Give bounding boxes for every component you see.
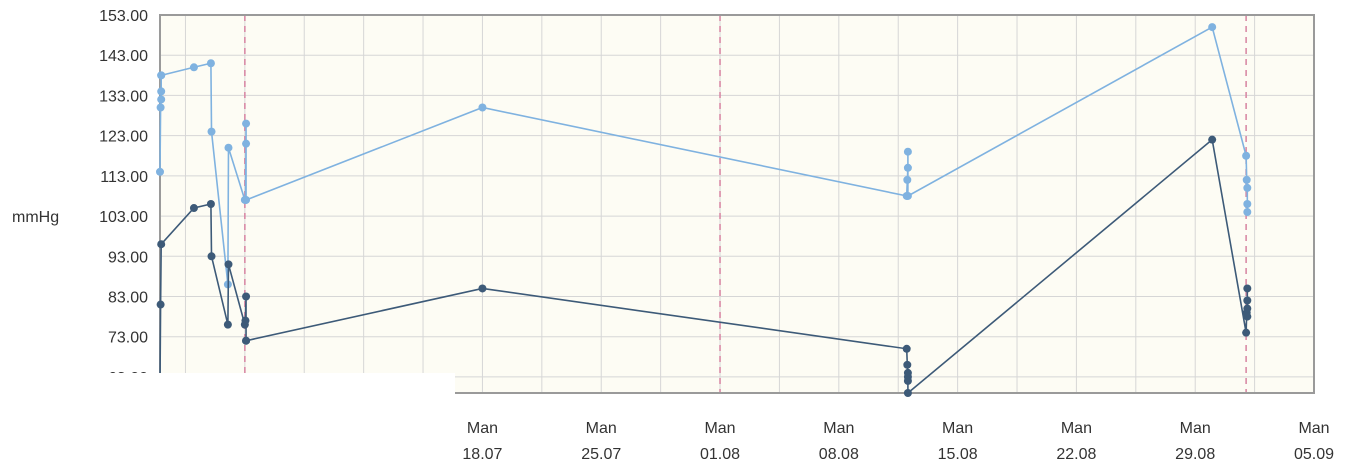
series-0-point[interactable] — [1243, 208, 1252, 217]
x-tick-day: Man — [942, 420, 973, 437]
x-tick-day: Man — [1180, 420, 1211, 437]
series-group — [156, 23, 1252, 397]
y-tick-label: 123.00 — [99, 129, 148, 146]
x-tick-date: 18.07 — [462, 446, 502, 463]
series-0-point[interactable] — [903, 163, 912, 172]
x-tick-day: Man — [823, 420, 854, 437]
x-tick-date: 29.08 — [1175, 446, 1215, 463]
series-0-point[interactable] — [207, 127, 216, 136]
series-1-point[interactable] — [1243, 284, 1252, 293]
series-0-point[interactable] — [903, 175, 912, 184]
series-1-point[interactable] — [242, 292, 251, 301]
y-tick-label: 93.00 — [108, 249, 148, 266]
series-1-point[interactable] — [1243, 296, 1252, 305]
series-1-point[interactable] — [207, 252, 216, 261]
series-0-point[interactable] — [1242, 175, 1251, 184]
series-0-point[interactable] — [1208, 23, 1217, 32]
series-1-point[interactable] — [242, 336, 251, 345]
series-1-point[interactable] — [157, 240, 166, 249]
series-1-point[interactable] — [478, 284, 487, 293]
series-1-point[interactable] — [223, 320, 232, 329]
x-tick-date: 08.08 — [819, 446, 859, 463]
series-1-point[interactable] — [903, 389, 912, 397]
x-tick-date: 15.08 — [938, 446, 978, 463]
series-0-point[interactable] — [903, 147, 912, 156]
series-0-point[interactable] — [1243, 183, 1252, 192]
series-0-point[interactable] — [1243, 200, 1252, 208]
x-tick-date: 01.08 — [700, 446, 740, 463]
plot-frame — [159, 14, 1315, 394]
y-tick-label: 73.00 — [108, 330, 148, 347]
x-tick-day: Man — [1298, 420, 1329, 437]
series-1-point[interactable] — [189, 204, 198, 213]
x-tick-day: Man — [1061, 420, 1092, 437]
series-1-point[interactable] — [156, 300, 165, 309]
y-tick-label: 103.00 — [99, 209, 148, 226]
series-0-point[interactable] — [189, 63, 198, 72]
series-1-point[interactable] — [902, 344, 911, 353]
series-1-point[interactable] — [224, 260, 233, 269]
series-1-point[interactable] — [241, 316, 250, 325]
series-0-point[interactable] — [157, 87, 166, 96]
series-1-point[interactable] — [1242, 328, 1251, 337]
series-1-point[interactable] — [1243, 312, 1252, 321]
x-tick-date: 05.09 — [1294, 446, 1334, 463]
series-1-point[interactable] — [903, 376, 912, 385]
series-0-point[interactable] — [242, 119, 251, 128]
x-tick-date: 25.07 — [581, 446, 621, 463]
x-tick-day: Man — [467, 420, 498, 437]
series-1-point[interactable] — [206, 200, 215, 208]
series-0-point[interactable] — [157, 71, 166, 80]
series-0-point[interactable] — [156, 103, 165, 112]
series-1-point[interactable] — [903, 360, 912, 369]
y-tick-label: 153.00 — [99, 8, 148, 25]
y-tick-label: 113.00 — [100, 169, 148, 186]
x-tick-date: 22.08 — [1056, 446, 1096, 463]
y-axis-title: mmHg — [12, 209, 59, 226]
series-0-point[interactable] — [1242, 151, 1251, 160]
occluding-panel — [0, 373, 455, 468]
series-0-point[interactable] — [478, 103, 487, 112]
series-0-point[interactable] — [156, 167, 164, 176]
y-tick-label: 133.00 — [99, 88, 148, 105]
y-axis-ticks: 63.0073.0083.0093.00103.00113.00123.0013… — [99, 8, 148, 387]
y-tick-label: 143.00 — [99, 48, 148, 65]
series-0-point[interactable] — [224, 143, 233, 152]
vertical-grid — [184, 15, 1315, 393]
x-tick-day: Man — [704, 420, 735, 437]
series-0-point[interactable] — [206, 59, 215, 68]
series-1-point[interactable] — [1243, 304, 1252, 313]
series-1-point[interactable] — [1208, 135, 1217, 144]
series-0-point[interactable] — [242, 195, 251, 204]
y-tick-label: 83.00 — [108, 289, 148, 306]
series-0-point[interactable] — [903, 191, 912, 200]
series-0-point[interactable] — [242, 139, 251, 148]
x-tick-day: Man — [586, 420, 617, 437]
series-0-point[interactable] — [157, 95, 166, 104]
